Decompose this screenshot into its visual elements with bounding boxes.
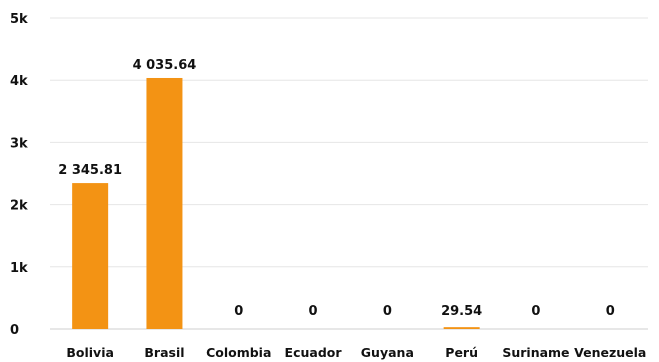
x-category-label: Bolivia (66, 345, 114, 360)
data-label: 0 (309, 304, 318, 319)
y-tick-label: 5k (10, 12, 28, 27)
data-labels: 2 345.81 4 035.64 0 0 0 29.54 0 0 (58, 58, 614, 319)
x-category-label: Suriname (502, 345, 569, 360)
bars (72, 77, 480, 330)
y-tick-label: 4k (10, 74, 28, 89)
bar-brasil (146, 77, 183, 330)
y-tick-label: 0 (10, 323, 19, 338)
x-category-label: Ecuador (285, 345, 343, 360)
y-tick-label: 1k (10, 261, 28, 276)
data-label: 0 (606, 304, 615, 319)
data-label: 0 (531, 304, 540, 319)
data-label: 0 (383, 304, 392, 319)
bar-per (443, 327, 480, 329)
y-tick-label: 2k (10, 199, 28, 214)
x-category-label: Guyana (361, 345, 414, 360)
y-axis-ticks: 0 1k 2k 3k 4k 5k (10, 12, 28, 338)
data-label: 29.54 (441, 304, 482, 319)
data-label: 2 345.81 (58, 163, 122, 178)
x-category-label: Venezuela (574, 345, 646, 360)
x-category-label: Colombia (206, 345, 271, 360)
x-category-label: Brasil (144, 345, 184, 360)
x-axis-categories: Bolivia Brasil Colombia Ecuador Guyana Perú Su… (66, 345, 646, 360)
x-category-label: Perú (445, 345, 478, 360)
bar-bolivia (72, 183, 109, 329)
data-label: 4 035.64 (133, 58, 197, 73)
data-label: 0 (234, 304, 243, 319)
y-tick-label: 3k (10, 136, 28, 151)
